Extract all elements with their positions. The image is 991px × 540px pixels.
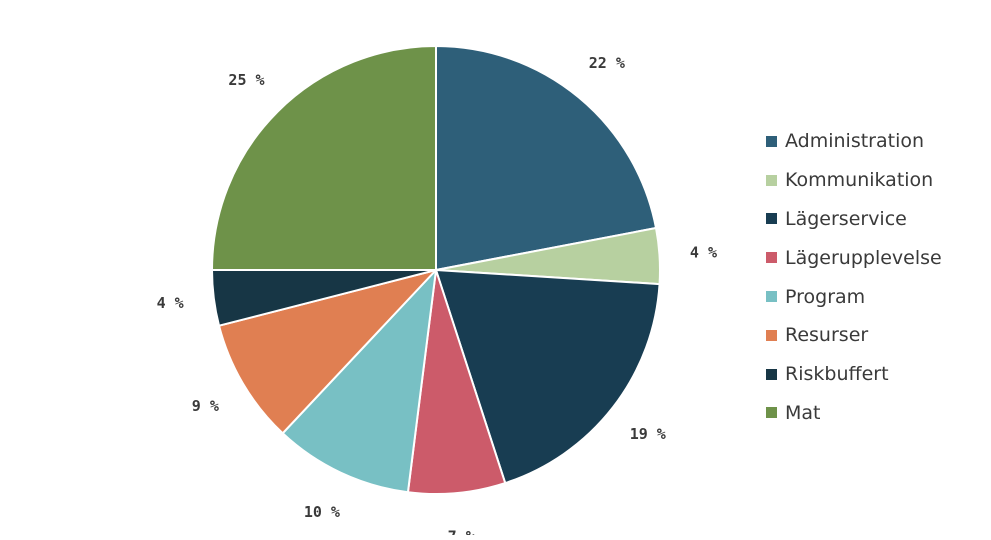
legend-item-administration: Administration [766,122,942,161]
legend-item-program: Program [766,277,942,316]
data-label-lagerservice: 19 % [630,425,666,443]
chart-legend: Administration Kommunikation Lägerservice L… [766,122,942,432]
pie-slice-resurser [218,269,437,435]
legend-item-riskbuffert: Riskbuffert [766,355,942,394]
legend-swatch [766,368,777,380]
data-label-mat: 25 % [228,71,264,89]
pie-slice-lagerservice [435,269,661,485]
legend-label: Mat [785,401,821,424]
data-label-kommunikation: 4 % [690,244,717,262]
pie-slice-mat [211,45,437,271]
legend-label: Kommunikation [785,169,934,192]
data-label-resurser: 9 % [192,397,219,415]
pie-slice-administration [435,45,658,271]
pie-slices [211,45,661,495]
legend-swatch [766,407,777,419]
legend-label: Program [785,285,866,308]
data-label-administration: 22 % [589,54,625,72]
legend-item-lagerupplevelse: Lägerupplevelse [766,238,942,277]
pie-slice-program [281,269,437,494]
legend-label: Administration [785,130,925,153]
legend-item-resurser: Resurser [766,316,942,355]
legend-swatch [766,135,777,147]
legend-label: Lägerservice [785,207,907,230]
legend-swatch [766,329,777,341]
data-label-program: 10 % [304,503,340,521]
legend-item-kommunikation: Kommunikation [766,161,942,200]
legend-swatch [766,291,777,303]
legend-item-lagerservice: Lägerservice [766,200,942,239]
data-label-riskbuffert: 4 % [157,294,184,312]
legend-label: Lägerupplevelse [785,246,942,269]
legend-item-mat: Mat [766,394,942,433]
data-label-lagerupplevelse: 7 % [448,527,475,535]
legend-label: Riskbuffert [785,363,889,386]
legend-swatch [766,213,777,225]
legend-label: Resurser [785,324,869,347]
legend-swatch [766,252,777,264]
legend-swatch [766,174,777,186]
